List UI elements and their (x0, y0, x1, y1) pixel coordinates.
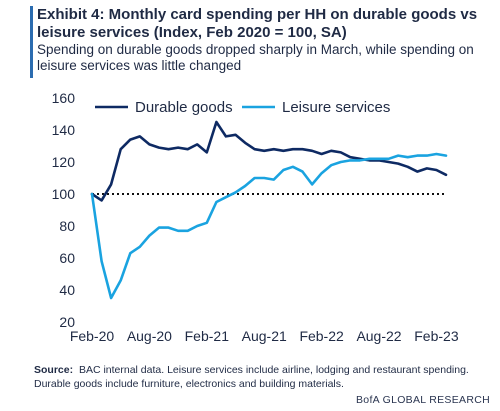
y-tick-label: 80 (59, 218, 75, 234)
series-line-durable-goods (90, 120, 448, 202)
y-tick-label: 140 (52, 122, 76, 138)
y-tick-label: 160 (52, 90, 76, 106)
legend-label: Leisure services (282, 99, 390, 116)
series-lines (90, 120, 448, 300)
x-tick-label: Aug-22 (356, 328, 401, 344)
footnote: Source: BAC internal data. Leisure servi… (34, 363, 489, 391)
y-tick-label: 100 (52, 186, 76, 202)
footnote-text: BAC internal data. Leisure services incl… (34, 364, 469, 390)
x-tick-label: Feb-20 (70, 328, 115, 344)
x-tick-label: Aug-20 (127, 328, 172, 344)
y-tick-label: 60 (59, 250, 75, 266)
y-tick-label: 20 (59, 314, 75, 330)
legend: Durable goods Leisure services (95, 99, 390, 116)
y-tick-label: 40 (59, 282, 75, 298)
x-tick-label: Feb-22 (299, 328, 344, 344)
accent-bar (30, 6, 33, 78)
brand-label: BofA GLOBAL RESEARCH (356, 394, 490, 406)
chart-title: Exhibit 4: Monthly card spending per HH … (37, 6, 478, 41)
legend-label: Durable goods (135, 99, 233, 116)
chart-subtitle: Spending on durable goods dropped sharpl… (37, 42, 474, 73)
footnote-label: Source: (34, 364, 74, 376)
y-tick-label: 120 (52, 154, 76, 170)
x-tick-label: Aug-21 (242, 328, 287, 344)
x-axis: Feb-20 Aug-20 Feb-21 Aug-21 Feb-22 Aug-22 Feb-… (70, 328, 459, 344)
line-chart: 20 40 60 80 100 120 140 160 Feb-20 Aug-20 Feb-21 A… (52, 90, 459, 344)
series-line-leisure-services (90, 152, 448, 300)
x-tick-label: Feb-23 (414, 328, 459, 344)
y-axis: 20 40 60 80 100 120 140 160 (52, 90, 76, 330)
x-tick-label: Feb-21 (185, 328, 230, 344)
